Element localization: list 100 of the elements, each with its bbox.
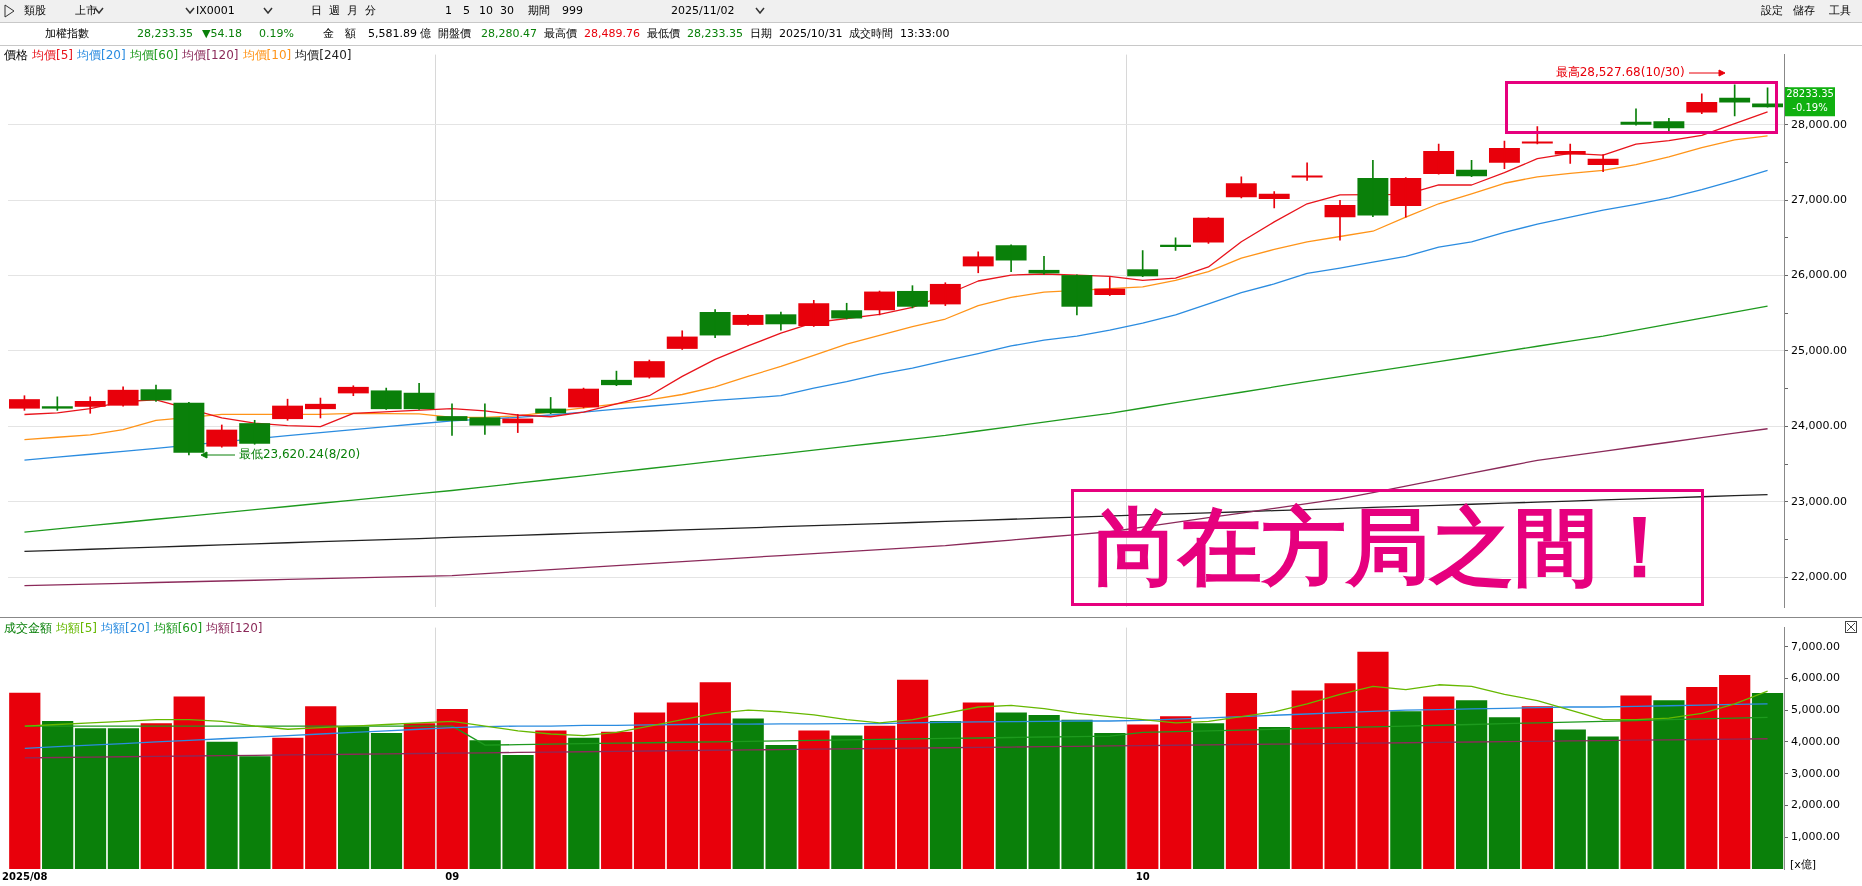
y-tick-label: 28,000.00	[1791, 117, 1847, 131]
bar	[272, 737, 304, 869]
bar	[140, 723, 172, 869]
bar	[403, 723, 435, 869]
candlestick	[1390, 177, 1422, 218]
text: 均額[20]	[101, 621, 150, 635]
candlestick	[995, 244, 1027, 272]
bar	[1587, 736, 1619, 869]
bar	[1719, 674, 1751, 869]
bar	[864, 725, 896, 869]
y-tick-label: 24,000.00	[1791, 419, 1847, 433]
text: 1	[445, 3, 452, 18]
bar	[535, 730, 567, 869]
bar	[831, 735, 863, 869]
text: 均額[5]	[56, 621, 97, 635]
bar	[633, 712, 666, 869]
candlestick	[173, 401, 205, 456]
candlestick	[962, 251, 994, 274]
text: 月	[347, 3, 358, 18]
text: 均價[5]	[32, 48, 73, 62]
text: 成交金額	[4, 621, 52, 635]
candlestick	[1554, 143, 1586, 164]
text: 最低價	[647, 26, 680, 41]
bar	[1192, 723, 1225, 869]
candlestick	[732, 314, 764, 326]
y-tick-label: 4,000.00	[1791, 734, 1840, 748]
candlestick	[1357, 160, 1389, 217]
bar	[929, 720, 962, 869]
y-tick-label: 25,000.00	[1791, 343, 1847, 357]
text: 28,489.76	[584, 26, 640, 41]
y-tick-label: 26,000.00	[1791, 268, 1847, 282]
candlestick	[666, 330, 698, 350]
text: 13:33:00	[900, 26, 950, 41]
text: 成交時間	[849, 26, 893, 41]
text: 5	[463, 3, 470, 18]
text: 0.19%	[259, 26, 294, 41]
text: 2025/11/02	[671, 3, 735, 18]
legend-title: 價格	[4, 48, 28, 62]
text: 分	[365, 3, 376, 18]
text: 均價[10]	[242, 48, 292, 62]
x-tick-label: 2025/08	[2, 870, 48, 882]
bar	[568, 737, 600, 869]
candlestick	[140, 384, 172, 402]
candlestick	[765, 311, 797, 331]
bar	[305, 706, 337, 869]
text: IX0001	[196, 3, 235, 18]
annotation: 最低23,620.24(8/20)	[238, 447, 361, 462]
x-tick-label: 09	[445, 870, 460, 882]
text: 期間	[528, 3, 550, 18]
y-axis-title: [x億]	[1790, 857, 1817, 871]
bar	[896, 679, 929, 869]
text: 加權指數	[45, 26, 89, 41]
candlestick	[370, 387, 402, 410]
bar	[1521, 706, 1553, 869]
bar	[1225, 693, 1258, 869]
bar	[1653, 700, 1685, 869]
text: 上市	[75, 3, 97, 18]
text: 最高價	[544, 26, 577, 41]
y-tick-label: 1,000.00	[1791, 830, 1840, 844]
text: 5,581.89 億	[368, 26, 432, 41]
bar	[42, 720, 74, 869]
text: 均價[120]	[182, 48, 239, 62]
text: 2025/10/31	[779, 26, 843, 41]
text: 均額[60]	[153, 621, 203, 635]
text: 開盤價	[438, 26, 471, 41]
text: 設定	[1761, 3, 1783, 18]
bar	[1127, 724, 1159, 869]
text: 日	[311, 3, 322, 18]
x-tick-label: 10	[1135, 870, 1150, 882]
bar	[699, 682, 731, 869]
bar	[601, 731, 633, 869]
candlestick	[798, 299, 830, 327]
bar	[1686, 687, 1718, 869]
candlestick	[469, 403, 501, 435]
bar	[995, 712, 1027, 869]
bar	[1554, 729, 1586, 869]
bar	[1751, 693, 1784, 869]
text: 儲存	[1793, 3, 1815, 18]
text: 30	[500, 3, 514, 18]
bar	[798, 730, 830, 869]
text: 均價[240]	[295, 48, 352, 62]
bar	[1488, 717, 1521, 869]
y-tick-label: 27,000.00	[1791, 193, 1847, 207]
candlestick	[1061, 274, 1093, 316]
text: 28233.35	[1786, 87, 1834, 99]
bar	[1160, 716, 1192, 869]
text: 類股	[24, 3, 46, 18]
candlestick	[1620, 108, 1652, 126]
annotation: 尚在方局之間！	[1071, 489, 1704, 606]
bar	[1620, 695, 1652, 869]
text: 10	[479, 3, 493, 18]
bar	[173, 696, 205, 869]
candlestick	[1291, 162, 1323, 181]
bar	[1456, 700, 1488, 869]
bar	[370, 733, 403, 869]
text: 日期	[750, 26, 772, 41]
candlestick	[1653, 118, 1685, 131]
text: -0.19%	[1792, 101, 1828, 113]
y-tick-label: 5,000.00	[1791, 703, 1840, 717]
text: 28,280.47	[481, 26, 537, 41]
